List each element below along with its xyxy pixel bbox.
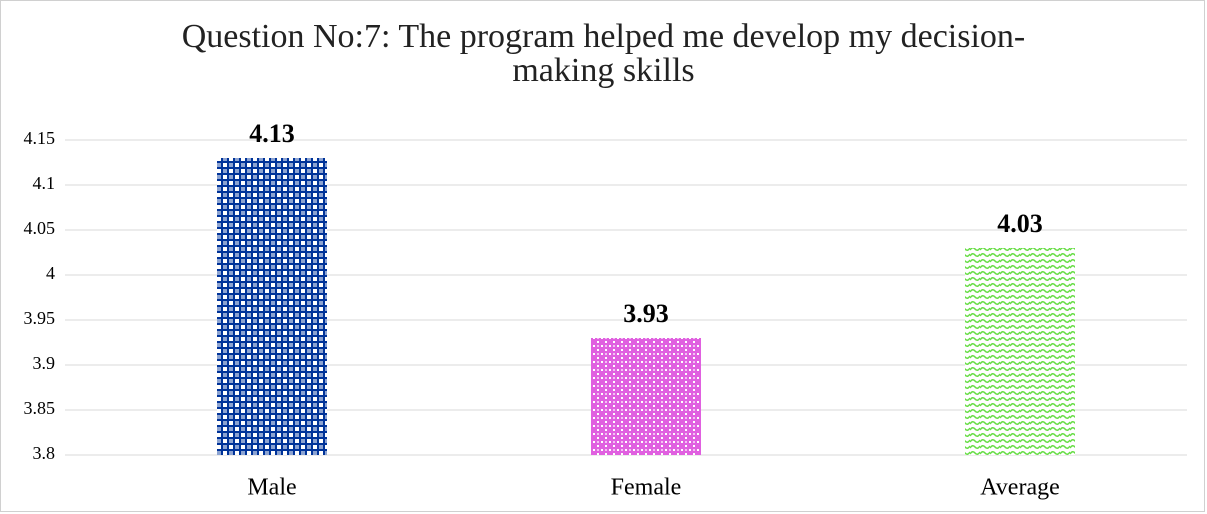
bar xyxy=(217,158,327,455)
y-tick-label: 4.15 xyxy=(24,128,56,148)
x-tick-label: Average xyxy=(980,475,1060,501)
y-tick-label: 4 xyxy=(46,263,55,283)
bar xyxy=(965,248,1075,455)
data-label: 3.93 xyxy=(623,299,669,328)
y-tick-label: 3.95 xyxy=(24,308,56,328)
x-tick-label: Male xyxy=(247,475,296,501)
data-label: 4.13 xyxy=(249,119,295,148)
y-tick-label: 4.1 xyxy=(33,173,56,193)
chart-title: Question No:7: The program helped me dev… xyxy=(181,18,1026,89)
data-label: 4.03 xyxy=(997,209,1043,238)
y-tick-label: 3.9 xyxy=(33,353,56,373)
y-tick-label: 3.85 xyxy=(24,398,56,418)
bar xyxy=(591,338,701,455)
y-tick-label: 4.05 xyxy=(24,218,56,238)
x-tick-label: Female xyxy=(611,475,682,501)
y-tick-label: 3.8 xyxy=(33,443,56,463)
